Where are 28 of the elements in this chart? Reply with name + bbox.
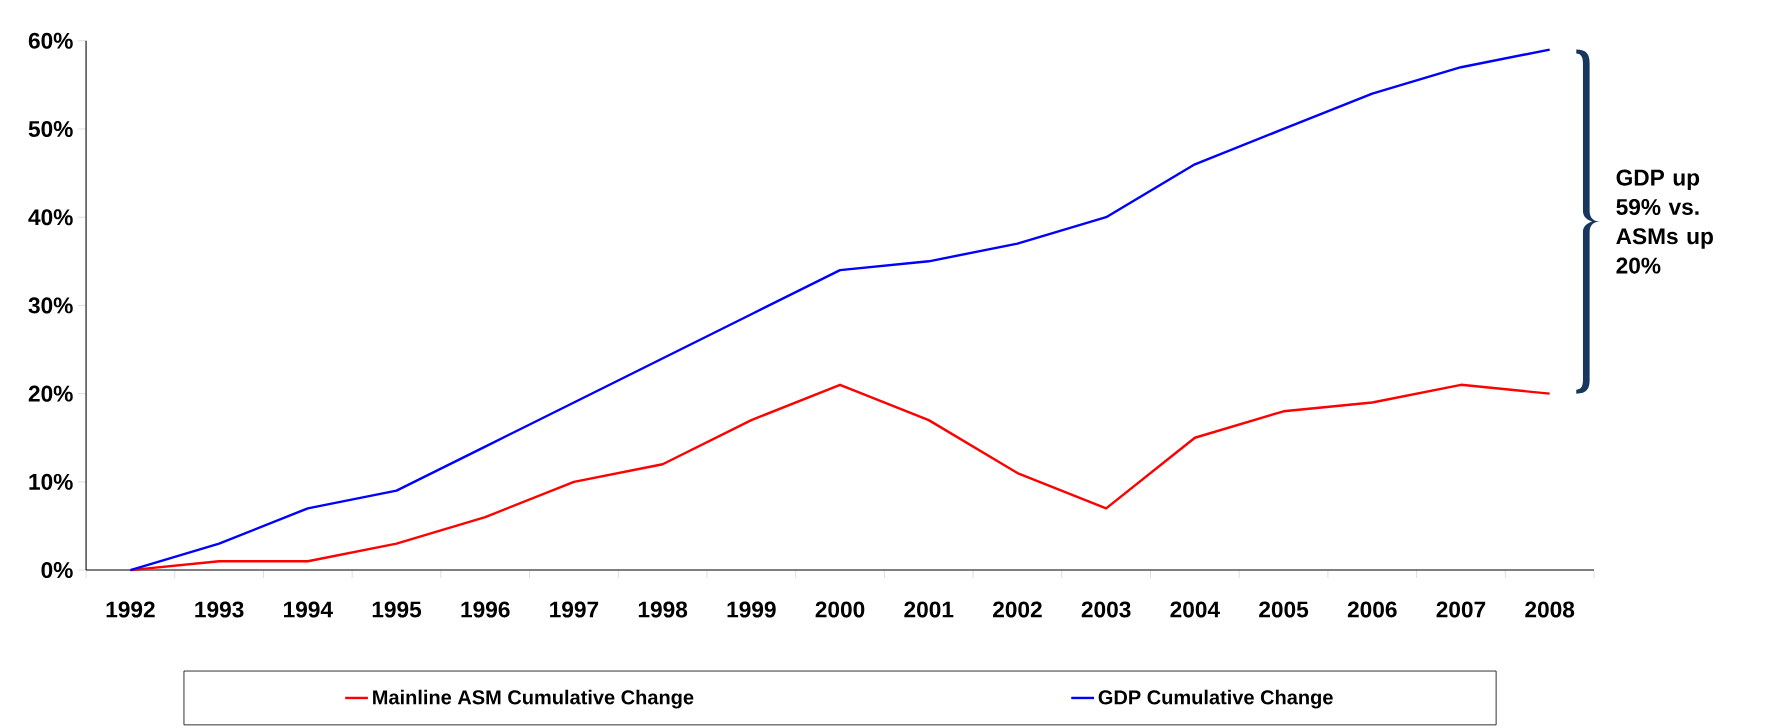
x-tick-label: 2005 [1259, 601, 1309, 618]
x-tick-label: 2008 [1525, 601, 1575, 618]
y-tick-label: 30% [28, 297, 73, 314]
legend-label: Mainline ASM Cumulative Change [373, 689, 694, 709]
x-tick-label: 1992 [106, 601, 155, 618]
x-tick-label: 1996 [461, 601, 510, 618]
y-tick-label: 10% [29, 473, 73, 490]
x-tick-label: 2003 [1081, 601, 1131, 618]
x-tick-label: 2006 [1347, 601, 1397, 618]
x-tick-label: 1997 [550, 601, 599, 618]
x-tick-label: 1993 [195, 601, 244, 618]
y-tick-label: 50% [28, 120, 73, 138]
y-tick-label: 60% [28, 32, 73, 49]
legend-label: GDP Cumulative Change [1098, 689, 1333, 709]
x-tick-label: 2000 [815, 601, 865, 618]
x-tick-label: 1998 [638, 601, 688, 618]
x-tick-label: 2007 [1436, 601, 1486, 618]
x-tick-label: 1994 [284, 601, 333, 618]
x-tick-label: 1999 [727, 601, 776, 618]
y-tick-label: 0% [41, 562, 73, 579]
line-series [129, 383, 1551, 572]
x-tick-label: 2002 [993, 601, 1042, 618]
y-tick-label: 20% [28, 385, 73, 402]
y-tick-label: 40% [28, 209, 73, 226]
x-tick-label: 1995 [372, 601, 422, 618]
x-tick-label: 2001 [904, 601, 954, 618]
x-tick-label: 2004 [1170, 601, 1220, 618]
text: GDP up 59% vs. ASMs up 20% [1616, 169, 1713, 274]
